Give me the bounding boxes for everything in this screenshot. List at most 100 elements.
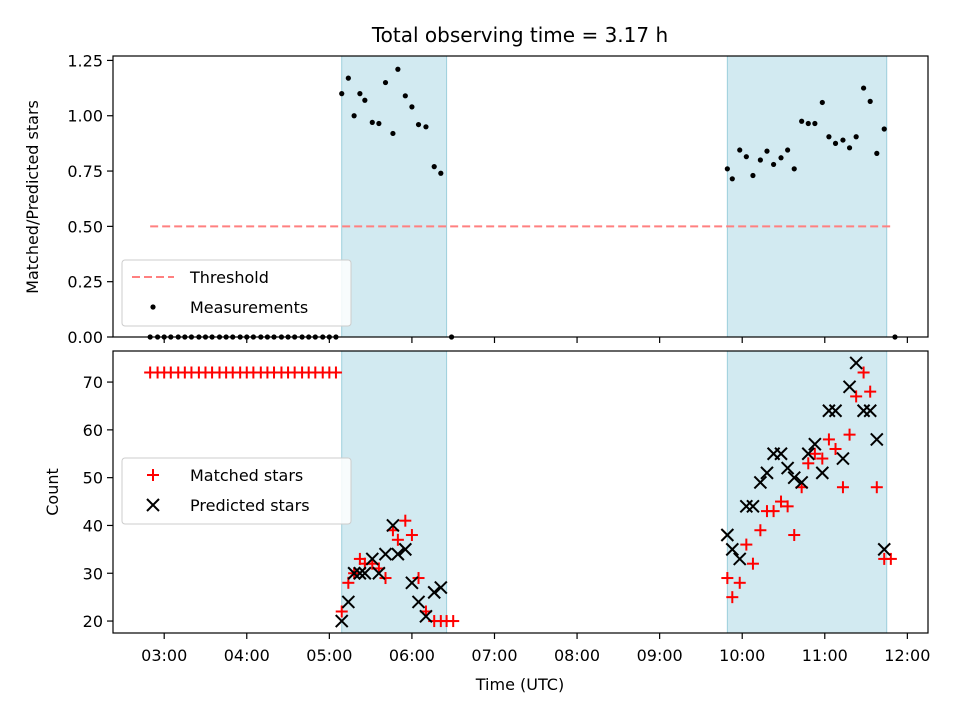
predicted-star-point <box>733 552 747 566</box>
matched-star-point <box>405 529 418 542</box>
bottom-legend-box <box>121 457 352 525</box>
matched-star-point <box>733 576 746 589</box>
top-x-ticks <box>163 337 908 343</box>
predicted-star-point <box>780 461 795 475</box>
matched-star-point <box>754 524 767 537</box>
x-tick-label: 08:00 <box>554 646 600 665</box>
x-tick-label: 11:00 <box>802 646 848 665</box>
predicted-star-point <box>335 614 349 628</box>
measurement-point <box>799 118 805 124</box>
matched-star-point <box>781 500 794 513</box>
y-tick-label: 0.25 <box>67 273 103 292</box>
legend-measurements-swatch <box>150 304 156 310</box>
y-tick-label: 60 <box>83 421 103 440</box>
top-panel: 0.00 0.25 0.50 0.75 1.00 1.25 Matched/Predict… <box>23 51 929 347</box>
x-tick-label: 05:00 <box>306 646 352 665</box>
matched-star-point <box>329 366 342 379</box>
legend-threshold-label: Threshold <box>189 268 269 287</box>
matched-star-point <box>822 433 835 446</box>
matched-star-point <box>721 572 734 585</box>
predicted-star-point <box>760 466 774 480</box>
measurement-point <box>826 134 832 140</box>
bottom-panel: 20 30 40 50 60 70 03:00 04:00 05:00 06:00 07:00 08… <box>43 350 930 694</box>
legend-matched-label: Matched stars <box>190 466 303 485</box>
bottom-shaded-intervals <box>341 350 888 634</box>
x-tick-label: 09:00 <box>637 646 683 665</box>
matched-star-point <box>767 505 780 518</box>
measurement-point <box>431 164 437 170</box>
measurement-point <box>860 85 867 91</box>
matched-star-point <box>836 481 849 494</box>
matched-star-point <box>746 557 759 570</box>
legend-measurements-label: Measurements <box>190 298 308 317</box>
predicted-star-point <box>746 499 760 514</box>
predicted-star-point <box>398 542 413 557</box>
measurement-point <box>362 97 368 103</box>
predicted-star-point <box>877 542 891 557</box>
measurement-point <box>832 140 839 146</box>
y-tick-label: 30 <box>83 564 103 583</box>
measurement-point <box>770 161 777 168</box>
predicted-star-point <box>386 518 400 533</box>
matched-star-point <box>379 572 392 585</box>
predicted-star-point <box>828 404 843 418</box>
measurement-point <box>423 124 429 130</box>
top-y-axis-label: Matched/Predicted stars <box>23 100 42 294</box>
matched-star-point <box>802 457 815 470</box>
y-tick-label: 70 <box>83 373 103 392</box>
x-tick-label: 07:00 <box>471 646 517 665</box>
predicted-star-point <box>353 566 367 580</box>
matched-star-point <box>850 390 863 403</box>
measurement-point <box>805 120 811 127</box>
measurement-point <box>867 98 873 104</box>
y-tick-label: 50 <box>83 469 103 488</box>
matched-star-point <box>726 591 739 604</box>
measurement-point <box>750 172 756 179</box>
bottom-plot-frame <box>112 350 929 634</box>
top-y-ticks: 0.00 0.25 0.50 0.75 1.00 1.25 <box>67 51 113 347</box>
matched-star-point <box>775 495 788 508</box>
predicted-star-point <box>358 566 372 580</box>
y-tick-label: 40 <box>83 516 103 535</box>
measurement-point <box>743 154 749 160</box>
matched-star-point <box>864 385 877 398</box>
measurement-point <box>409 104 415 110</box>
measurement-point <box>853 134 859 140</box>
measurement-point <box>390 130 396 137</box>
matched-star-point <box>412 572 425 585</box>
measurement-point <box>846 145 853 151</box>
shaded-interval-0 <box>341 55 448 338</box>
measurement-point <box>778 155 784 161</box>
matched-star-point <box>740 538 753 551</box>
measurement-point <box>402 93 408 99</box>
top-legend-box <box>121 259 352 327</box>
predicted-star-point <box>863 404 877 418</box>
shaded-interval-1 <box>726 350 888 634</box>
matched-star-point <box>843 428 856 441</box>
y-tick-label: 1.00 <box>67 107 103 126</box>
matched-star-point <box>857 366 870 379</box>
measurement-point <box>881 126 887 132</box>
bottom-x-ticks: 03:00 04:00 05:00 06:00 07:00 08:00 09:00 10:00… <box>141 633 930 665</box>
predicted-star-point <box>434 580 448 595</box>
x-tick-label: 10:00 <box>719 646 765 665</box>
measurement-point <box>812 120 818 127</box>
legend-predicted-label: Predicted stars <box>190 496 310 515</box>
matched-star-point <box>788 529 801 542</box>
predicted-star-point <box>720 528 735 542</box>
matched-star-point <box>447 615 460 628</box>
x-tick-label: 03:00 <box>141 646 187 665</box>
predicted-star-point <box>794 475 809 490</box>
predicted-star-point <box>411 595 426 609</box>
y-tick-label: 1.25 <box>67 51 103 70</box>
measurement-point <box>351 113 357 119</box>
predicted-star-point <box>725 542 740 557</box>
predicted-star-point <box>341 595 356 609</box>
predicted-star-point <box>419 609 433 623</box>
measurement-point <box>369 119 375 125</box>
measurement-point <box>791 166 797 172</box>
x-tick-label: 06:00 <box>389 646 435 665</box>
measurement-point <box>357 91 363 97</box>
predicted-star-point <box>836 451 850 466</box>
